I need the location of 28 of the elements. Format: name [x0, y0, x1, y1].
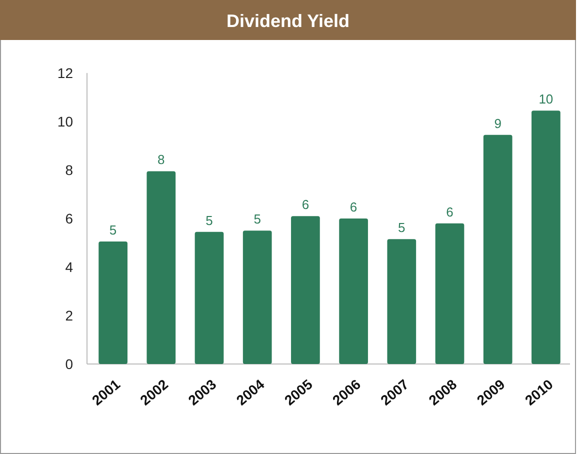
y-tick-label: 2 [65, 308, 74, 324]
bar [532, 110, 560, 364]
bar [291, 216, 320, 364]
y-tick-label: 6 [65, 210, 74, 226]
data-label: 8 [158, 152, 165, 168]
bar [146, 171, 176, 364]
y-tick-label: 12 [57, 65, 74, 81]
y-tick-label: 10 [57, 114, 74, 130]
data-label: 10 [538, 92, 554, 107]
data-label: 6 [350, 200, 358, 214]
bar [194, 232, 224, 364]
bar [98, 242, 128, 364]
data-label: 5 [206, 212, 213, 228]
data-label: 5 [398, 220, 406, 236]
y-tick-label: 8 [65, 162, 74, 178]
data-label: 6 [302, 197, 310, 212]
bar [339, 218, 368, 364]
bar [435, 223, 464, 364]
data-label: 9 [494, 116, 502, 131]
bar [242, 230, 272, 364]
data-label: 5 [109, 222, 117, 238]
data-label: 5 [254, 212, 261, 227]
data-label: 6 [446, 204, 454, 220]
y-tick-label: 4 [65, 259, 74, 275]
chart-title: Dividend Yield [226, 11, 350, 31]
bar [387, 239, 416, 364]
bar [483, 134, 512, 364]
y-tick-label: 0 [65, 356, 74, 372]
